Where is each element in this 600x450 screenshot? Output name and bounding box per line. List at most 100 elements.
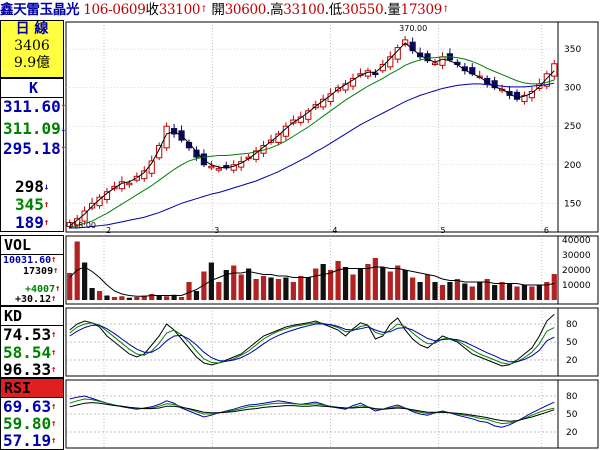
- rsi-value-2: 59.80: [3, 414, 52, 433]
- month-label: 6: [544, 226, 549, 235]
- volume-bar: [305, 277, 311, 300]
- rsi-value-1: 69.63: [3, 397, 52, 416]
- kd-values-box: 74.53↑ 58.54↑ 96.33↑: [0, 326, 64, 379]
- up-arrow-icon: ↑: [51, 294, 57, 304]
- rsi-panel-label: RSI: [0, 378, 64, 398]
- k-value-5: 345: [15, 195, 44, 214]
- volume-bar: [246, 268, 252, 300]
- volume-bar: [335, 261, 341, 300]
- kd-tick-label: 80: [566, 320, 578, 330]
- up-arrow-icon: ↑: [51, 348, 57, 358]
- volume-bar: [126, 297, 132, 300]
- candle-body: [185, 141, 193, 149]
- code-date: 106-0609: [83, 2, 146, 18]
- volume-bar: [410, 277, 416, 300]
- volume-label: 量: [387, 2, 401, 18]
- volume-bar: [74, 241, 80, 300]
- k-panel-label: K: [0, 78, 64, 98]
- up-arrow-icon: ↑: [43, 218, 50, 228]
- volume-bar: [492, 285, 498, 300]
- month-label: 5: [441, 226, 446, 235]
- stock-name: 鑫天雷玉晶光: [0, 2, 80, 18]
- high-price: 33100: [283, 2, 325, 18]
- volume-bar: [290, 282, 296, 300]
- candle-body: [513, 91, 521, 100]
- kd-panel-label: KD: [0, 306, 64, 326]
- candle-body: [230, 164, 237, 171]
- volume-bar: [260, 276, 267, 300]
- candle-body: [372, 72, 379, 76]
- volume-bar: [141, 295, 147, 300]
- volume-bar: [171, 294, 177, 300]
- rsi-series-line: [69, 402, 555, 422]
- vol-ma-line: [69, 266, 555, 297]
- up-arrow-icon: ↑: [51, 402, 57, 412]
- candle-body: [215, 168, 222, 171]
- kd-series-line: [69, 323, 555, 363]
- count-value: 3406: [14, 38, 50, 54]
- volume-bar: [484, 279, 490, 300]
- volume-bar: [238, 274, 244, 300]
- candle-body: [156, 145, 163, 159]
- volume-bar: [424, 274, 431, 300]
- up-arrow-icon: ↑: [51, 255, 57, 265]
- vol-change: +4007: [25, 284, 56, 295]
- volume-bar: [357, 268, 364, 300]
- sep-dot: .: [266, 2, 271, 18]
- volume-bar: [536, 285, 542, 300]
- close-label: 收: [145, 2, 160, 18]
- vol-tick-label: 40000: [562, 236, 591, 246]
- up-arrow-icon: ↑: [51, 436, 57, 446]
- volume-bar: [499, 282, 505, 300]
- vol-ma-value: 10031.60: [3, 255, 52, 266]
- candle-body: [66, 222, 73, 227]
- volume-bar: [402, 270, 408, 300]
- kd-d-value: 58.54: [3, 343, 52, 362]
- up-arrow-icon: ↑: [51, 330, 57, 340]
- volume-bar: [469, 286, 475, 300]
- volume-bar: [365, 264, 371, 300]
- candle-body: [543, 73, 550, 87]
- high-label: 高: [270, 2, 284, 18]
- up-arrow-icon: ↑: [55, 284, 61, 294]
- volume-value: 17309: [400, 2, 443, 18]
- candle-body: [282, 125, 290, 137]
- candle-body: [461, 66, 468, 72]
- volume-bar: [417, 282, 423, 300]
- rsi-value-3: 57.19: [3, 431, 52, 450]
- vol-panel-label: VOL: [0, 235, 64, 255]
- up-arrow-icon: ↑: [51, 365, 57, 375]
- volume-bar: [208, 262, 214, 300]
- volume-bar: [447, 282, 453, 300]
- k-ma-mid-value: 311.09: [3, 119, 61, 138]
- k-tick-label: 150: [564, 199, 581, 209]
- kd-tick-label: 20: [566, 356, 578, 366]
- candle-body: [126, 182, 133, 186]
- volume-bar: [372, 258, 378, 300]
- k-tick-label: 350: [564, 45, 581, 55]
- up-arrow-icon: ↑: [43, 200, 50, 210]
- candle-body: [193, 149, 200, 158]
- candle-body: [521, 94, 528, 103]
- vol-value: 17309: [23, 266, 54, 277]
- up-arrow-icon: ↑: [60, 102, 67, 112]
- volume-bar: [395, 265, 401, 300]
- candle-body: [424, 53, 431, 62]
- k-tick-label: 200: [564, 161, 581, 171]
- volume-bar: [506, 283, 513, 300]
- volume-bar: [134, 297, 140, 300]
- volume-bar: [514, 286, 520, 300]
- volume-bar: [320, 264, 326, 300]
- rsi-series-line: [69, 395, 555, 428]
- candle-body: [551, 63, 558, 77]
- k-tick-label: 300: [564, 84, 581, 94]
- k-ma-short-line: [69, 42, 555, 227]
- close-up-arrow: ↑: [200, 5, 208, 15]
- volume-bar: [82, 262, 88, 300]
- rsi-values-box: 69.63↑ 59.80↑ 57.19↑: [0, 398, 64, 450]
- volume-bar: [201, 271, 207, 300]
- k-value-4: 298: [15, 177, 44, 196]
- candle-body: [208, 165, 215, 169]
- volume-bar: [231, 265, 237, 300]
